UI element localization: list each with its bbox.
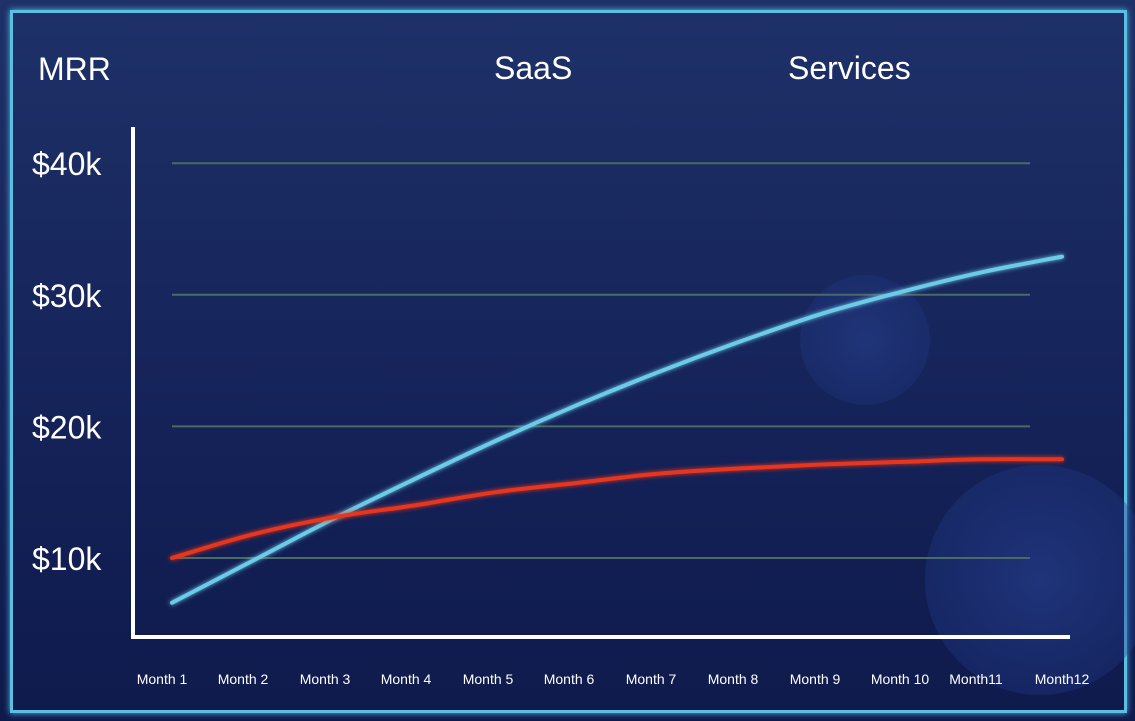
x-tick-label: Month 2 (218, 671, 269, 687)
x-tick-label: Month 6 (544, 671, 595, 687)
y-tick-label: $10k (32, 541, 102, 577)
x-tick-label: Month12 (1035, 671, 1090, 687)
decorative-bubble (800, 275, 930, 405)
x-tick-label: Month 8 (708, 671, 759, 687)
x-tick-label: Month 1 (137, 671, 188, 687)
series-line-saas (170, 254, 1064, 605)
panel-border (10, 10, 1127, 713)
y-tick-label: $20k (32, 409, 102, 445)
legend: SaaS Services (494, 50, 1030, 86)
legend-label-services: Services (788, 50, 911, 86)
legend-label-saas: SaaS (494, 50, 572, 86)
chart-title: MRR (38, 51, 111, 87)
x-tick-label: Month 10 (871, 671, 930, 687)
x-tick-label: Month11 (949, 671, 1003, 687)
x-tick-label: Month 4 (381, 671, 432, 687)
x-tick-label: Month 9 (790, 671, 841, 687)
decorative-bubble (925, 465, 1135, 695)
x-tick-label: Month 5 (463, 671, 514, 687)
y-tick-label: $40k (32, 146, 102, 182)
x-tick-label: Month 7 (626, 671, 677, 687)
x-tick-label: Month 3 (300, 671, 351, 687)
series-line-services (170, 457, 1064, 560)
y-tick-label: $30k (32, 278, 102, 314)
